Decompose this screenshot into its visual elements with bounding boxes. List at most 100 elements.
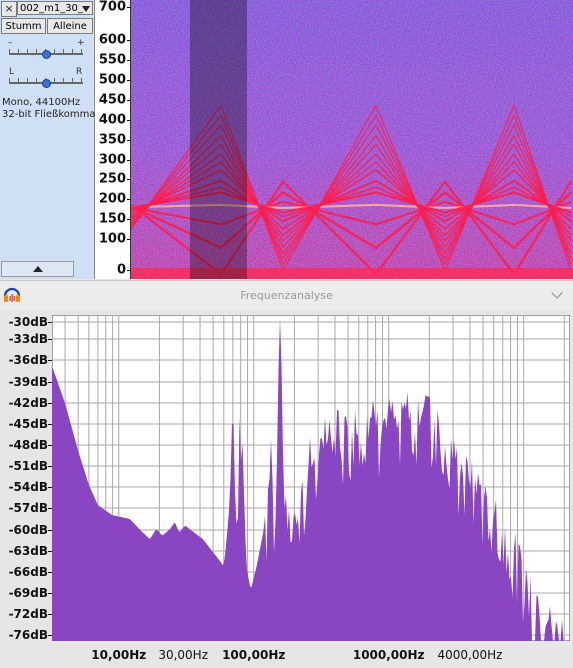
- harmonic-line: [131, 134, 572, 254]
- db-label: -39dB: [8, 375, 48, 389]
- harmonic-line: [131, 114, 572, 265]
- ruler-tick: [127, 270, 130, 271]
- db-tick: [48, 487, 52, 488]
- harmonic-line: [131, 203, 572, 210]
- ruler-label-300: 300: [98, 152, 126, 168]
- spectrum-plot[interactable]: [52, 315, 570, 641]
- db-tick: [48, 635, 52, 636]
- ruler-label-500: 500: [98, 72, 126, 88]
- gain-minus-label: –: [8, 38, 13, 48]
- db-label: -42dB: [8, 396, 48, 410]
- ruler-label-100: 100: [98, 231, 126, 247]
- harmonic-line: [131, 191, 572, 249]
- harmonic-line: [131, 161, 572, 237]
- track-format-bits: 32-bit Fließkomma: [2, 109, 96, 120]
- ruler-tick: [127, 219, 130, 220]
- db-label: -51dB: [8, 459, 48, 473]
- pan-left-label: L: [9, 67, 15, 77]
- ruler-tick: [127, 199, 130, 200]
- harmonic-line: [131, 153, 572, 242]
- db-tick: [48, 593, 52, 594]
- db-tick: [48, 614, 52, 615]
- hz-label: 1000,00Hz: [352, 648, 425, 662]
- db-label: -66dB: [8, 565, 48, 579]
- ruler-tick: [127, 100, 130, 101]
- dialog-title: Frequenzanalyse: [240, 289, 333, 302]
- db-label: -60dB: [8, 523, 48, 537]
- collapse-arrow-icon: [33, 266, 43, 272]
- ruler-tick: [127, 60, 130, 61]
- collapse-track-button[interactable]: [1, 261, 74, 277]
- ruler-tick: [127, 7, 130, 8]
- db-label: -45dB: [8, 417, 48, 431]
- ruler-tick: [127, 40, 130, 41]
- harmonic-line: [131, 169, 572, 230]
- ruler-tick: [127, 140, 130, 141]
- harmonic-line: [131, 104, 572, 272]
- dropdown-arrow-icon: [82, 6, 90, 12]
- ruler-label-200: 200: [98, 191, 126, 207]
- mute-button[interactable]: Stumm: [1, 18, 46, 34]
- spectrogram-view[interactable]: [131, 0, 573, 279]
- db-label: -76dB: [8, 628, 48, 642]
- hz-label: 100,00Hz: [222, 648, 286, 662]
- db-tick: [48, 382, 52, 383]
- pan-slider-thumb[interactable]: [41, 79, 51, 88]
- ruler-tick: [127, 80, 130, 81]
- hz-label: 4000,00Hz: [437, 648, 503, 662]
- hz-label: 10,00Hz: [91, 648, 147, 662]
- gain-slider-thumb[interactable]: [41, 50, 51, 59]
- db-tick: [48, 466, 52, 467]
- db-tick: [48, 322, 52, 323]
- dialog-title-bar[interactable]: Frequenzanalyse: [0, 280, 573, 311]
- ruler-label-600: 600: [98, 32, 126, 48]
- db-label: -72dB: [8, 607, 48, 621]
- pan-right-label: R: [76, 67, 83, 77]
- db-label: -54dB: [8, 480, 48, 494]
- db-tick: [48, 403, 52, 404]
- ruler-label-700: 700: [98, 0, 126, 15]
- db-label: -69dB: [8, 586, 48, 600]
- ruler-label-450: 450: [98, 92, 126, 108]
- ruler-tick: [127, 120, 130, 121]
- frequency-analysis-area: -30dB -33dB -36dB -39dB -42dB -45dB -48dB -51dB…: [0, 310, 573, 668]
- db-tick: [48, 424, 52, 425]
- db-tick: [48, 530, 52, 531]
- db-tick: [48, 445, 52, 446]
- db-label: -48dB: [8, 438, 48, 452]
- solo-button[interactable]: Alleine: [47, 18, 93, 34]
- harmonic-line: [131, 186, 572, 218]
- track-format-rate: Mono, 44100Hz: [2, 97, 81, 108]
- hz-label: 30,00Hz: [158, 648, 209, 662]
- harmonic-line: [131, 200, 572, 226]
- db-label: -63dB: [8, 544, 48, 558]
- ruler-tick: [127, 160, 130, 161]
- ruler-tick: [127, 179, 130, 180]
- ruler-label-150: 150: [98, 211, 126, 227]
- db-label: -57dB: [8, 501, 48, 515]
- ruler-label-0: 0: [116, 262, 126, 278]
- db-tick: [48, 508, 52, 509]
- selection-region: [190, 0, 247, 279]
- track-control-panel: × 002_m1_30_ Stumm Alleine – + L R Mono,…: [0, 0, 95, 279]
- track-name-label: 002_m1_30_: [20, 3, 83, 14]
- close-track-button[interactable]: ×: [1, 1, 17, 17]
- db-label: -30dB: [8, 315, 48, 329]
- harmonic-line: [131, 124, 572, 260]
- track-name-menu[interactable]: 002_m1_30_: [17, 1, 93, 15]
- harmonic-line: [131, 191, 572, 214]
- ruler-label-350: 350: [98, 132, 126, 148]
- ruler-label-250: 250: [98, 171, 126, 187]
- spectrogram-bottom-band: [131, 268, 573, 279]
- ruler-label-400: 400: [98, 112, 126, 128]
- ruler-label-550: 550: [98, 52, 126, 68]
- db-label: -33dB: [8, 332, 48, 346]
- ruler-tick: [127, 239, 130, 240]
- db-tick: [48, 551, 52, 552]
- db-tick: [48, 572, 52, 573]
- harmonic-line: [131, 179, 572, 223]
- spectrum-fill: [52, 318, 570, 641]
- audacity-headphones-icon: [3, 287, 21, 302]
- gain-plus-label: +: [77, 38, 85, 48]
- vertical-frequency-ruler[interactable]: 700 600 550 500 450 400 350 300 250 200 150 100 0: [95, 0, 131, 279]
